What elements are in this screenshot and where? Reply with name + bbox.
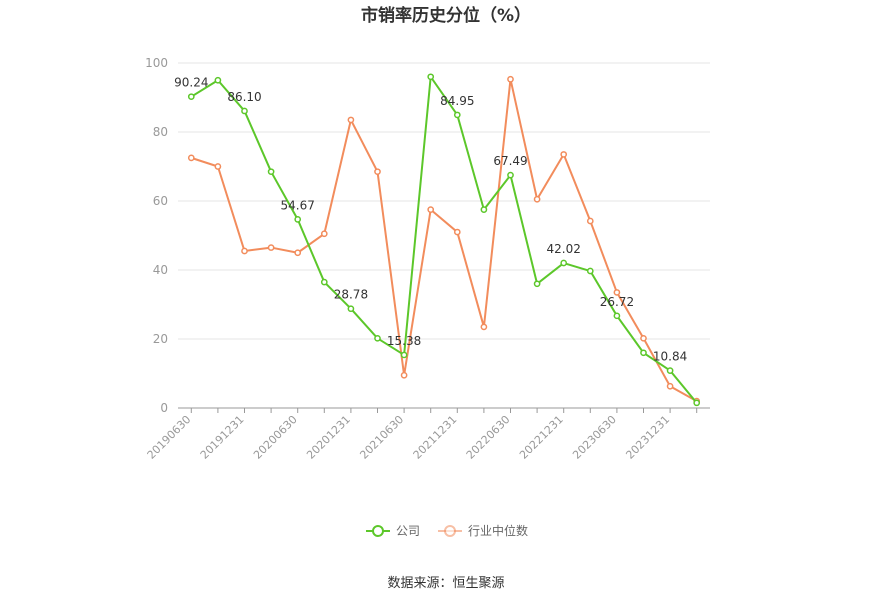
chart-title: 市销率历史分位（%）	[361, 5, 531, 26]
legend-label-industry-median: 行业中位数	[468, 523, 528, 538]
data-point-1	[267, 244, 275, 251]
x-tick-label: 20211231	[411, 413, 460, 462]
legend-item-company[interactable]: 公司	[366, 524, 420, 538]
y-axis-ticks: 0 20 40 60 80 100	[145, 56, 168, 415]
y-tick-label: 0	[160, 401, 168, 415]
series-line-1	[190, 78, 698, 402]
data-point-1	[427, 206, 435, 213]
data-point-0	[613, 312, 621, 320]
grid	[178, 62, 710, 409]
data-point-0	[267, 168, 275, 176]
legend[interactable]: 公司 行业中位数	[366, 523, 528, 538]
data-point-0	[374, 334, 381, 342]
data-point-0	[666, 367, 674, 374]
data-point-1	[586, 217, 594, 225]
x-axis-ticks: 20190630 20191231 20200630 20201231 20210630…	[145, 408, 698, 462]
data-label: 84.95	[440, 94, 474, 108]
data-point-0	[241, 107, 248, 115]
x-tick-label: 20220630	[464, 413, 513, 462]
data-label: 10.84	[653, 350, 687, 364]
data-point-1	[400, 371, 408, 379]
data-label: 28.78	[334, 288, 368, 302]
legend-marker-company	[372, 525, 384, 537]
data-point-1	[214, 163, 222, 170]
x-tick-label: 20190630	[145, 413, 194, 462]
data-labels: 90.24 86.10 54.67 28.78 15.38 84.95 67.49 42.02…	[174, 76, 687, 364]
data-point-0	[586, 267, 594, 275]
data-point-0	[480, 206, 488, 213]
data-point-0	[533, 280, 541, 288]
data-point-1	[480, 323, 488, 331]
data-point-0	[640, 349, 647, 357]
data-point-1	[560, 151, 568, 158]
x-tick-label: 20221231	[517, 413, 566, 462]
data-point-0	[453, 111, 461, 119]
x-tick-label: 20201231	[304, 413, 353, 462]
y-tick-label: 80	[153, 125, 168, 139]
data-point-0	[560, 259, 568, 267]
y-tick-label: 40	[153, 263, 168, 277]
legend-item-industry-median[interactable]: 行业中位数	[438, 523, 528, 538]
source-note: 数据来源：恒生聚源	[387, 576, 504, 591]
data-point-0	[427, 73, 435, 81]
data-point-0	[347, 305, 355, 313]
data-point-1	[374, 168, 381, 176]
data-point-1	[613, 289, 621, 296]
legend-marker-industry-median	[444, 525, 456, 537]
data-point-1	[187, 154, 195, 162]
data-point-1	[640, 334, 647, 342]
x-tick-label: 20200630	[251, 413, 300, 462]
y-tick-label: 20	[153, 332, 168, 346]
data-point-1	[507, 75, 514, 83]
data-label: 90.24	[174, 76, 208, 90]
series-group	[187, 73, 701, 407]
data-point-1	[533, 195, 541, 203]
data-label: 26.72	[600, 295, 634, 309]
series-line-0	[190, 75, 698, 404]
y-tick-label: 60	[153, 194, 168, 208]
data-point-1	[320, 230, 328, 238]
data-point-0	[187, 93, 195, 101]
data-point-0	[320, 278, 328, 286]
x-tick-label: 20210630	[357, 413, 406, 462]
data-label: 42.02	[547, 242, 581, 256]
y-tick-label: 100	[145, 56, 168, 70]
data-point-0	[693, 399, 701, 407]
data-point-0	[507, 171, 514, 179]
legend-label-company: 公司	[396, 524, 420, 538]
data-label: 54.67	[281, 198, 315, 212]
data-label: 67.49	[493, 154, 527, 168]
data-point-1	[241, 247, 248, 255]
data-label: 86.10	[227, 90, 261, 104]
x-tick-label: 20231231	[623, 413, 672, 462]
data-point-0	[214, 76, 222, 84]
x-tick-label: 20191231	[198, 413, 247, 462]
x-tick-label: 20230630	[570, 413, 619, 462]
data-point-1	[453, 228, 461, 236]
data-point-1	[347, 116, 355, 124]
data-point-1	[666, 382, 674, 390]
data-label: 15.38	[387, 334, 421, 348]
data-point-0	[400, 351, 408, 359]
data-point-0	[294, 216, 302, 223]
data-point-1	[294, 249, 302, 257]
